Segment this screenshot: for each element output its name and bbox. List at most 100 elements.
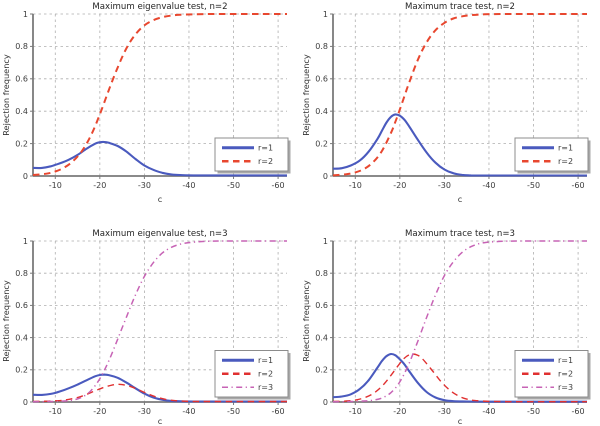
chart-canvas: -10 -20 -30 -40 -50 -6000.20.40.60.81r=1r=2r=…: [301, 229, 591, 426]
panel-trace-n3: -10 -20 -30 -40 -50 -60 0 0.2 0.4 0.6 0.8 1 r=1 r=2 r=…: [300, 213, 600, 426]
y-tick-label: 0.8: [15, 42, 28, 51]
tick-labels: -10 -20 -30 -40 -50 -60 0 0.2 0.4 0.6 0.8 1: [315, 237, 584, 416]
x-tick-label: -50: [527, 407, 540, 416]
x-tick-label: -60: [572, 407, 585, 416]
x-tick-label: -50: [227, 181, 240, 190]
y-tick-label: 0.2: [15, 366, 28, 375]
x-tick-label: -40: [182, 181, 195, 190]
x-axis-label: c: [158, 416, 163, 426]
series-line-r-1: [32, 140, 287, 177]
legend-label: r=2: [258, 370, 273, 379]
panel-eigenvalue-n2: -10 -20 -30 -40 -50 -60 0 0.2 0.4 0.6 0.8 1 r=1 r=2 M…: [0, 0, 300, 213]
legend-box: [514, 137, 589, 172]
y-tick-label: 0.6: [15, 75, 28, 84]
chart-title: Maximum trace test, n=2: [405, 2, 515, 12]
chart-title: Maximum trace test, n=3: [405, 229, 515, 239]
y-tick-label: 0: [323, 172, 328, 181]
x-axis-label: c: [458, 416, 463, 426]
y-tick-label: 0.2: [15, 139, 28, 148]
panel-trace-n2: -10 -20 -30 -40 -50 -60 0 0.2 0.4 0.6 0.8 1 r=1 r=2 M…: [300, 0, 600, 213]
y-tick-label: 0: [23, 398, 28, 407]
y-tick-label: 0.6: [315, 75, 328, 84]
legend-label: r=3: [258, 383, 273, 392]
y-tick-label: 0.8: [315, 269, 328, 278]
x-tick-label: -20: [93, 407, 106, 416]
series-line-r-2: [332, 353, 587, 403]
legend: r=1 r=2 r=3: [514, 350, 591, 400]
x-tick-label: -30: [138, 181, 151, 190]
y-tick-label: 0.2: [315, 366, 328, 375]
y-tick-label: 0.6: [15, 301, 28, 310]
legend-label: r=3: [558, 383, 573, 392]
series-line-r-3: [332, 240, 587, 403]
x-tick-label: -60: [272, 407, 285, 416]
x-tick-label: -10: [49, 181, 62, 190]
y-axis-label: Rejection frequency: [1, 54, 11, 136]
y-tick-label: 0.8: [315, 42, 328, 51]
y-axis-label: Rejection frequency: [301, 54, 311, 136]
panel-eigenvalue-n3: -10 -20 -30 -40 -50 -60 0 0.2 0.4 0.6 0.8 1 r=1 r=2 r=…: [0, 213, 300, 426]
chart-canvas: -10 -20 -30 -40 -50 -6000.20.40.60.81r=1r=2r=…: [1, 229, 291, 426]
x-tick-label: -60: [272, 181, 285, 190]
plot-layers: -10 -20 -30 -40 -50 -6000.20.40.60.81r=1r=2r=…: [15, 237, 291, 416]
y-tick-label: 0.4: [15, 107, 28, 116]
series-line-r-2: [332, 12, 587, 177]
y-tick-label: 1: [23, 10, 28, 19]
x-tick-label: -10: [349, 181, 362, 190]
x-tick-label: -40: [482, 181, 495, 190]
y-tick-label: 0.8: [15, 269, 28, 278]
legend-label: r=2: [558, 157, 573, 166]
chart-title: Maximum eigenvalue test, n=2: [92, 2, 227, 12]
x-tick-label: -50: [527, 181, 540, 190]
series-line-r-2: [32, 383, 287, 403]
legend: r=1r=2: [214, 137, 291, 174]
legend-label: r=1: [558, 356, 573, 365]
y-tick-label: 0.4: [315, 333, 328, 342]
x-tick-label: -30: [138, 407, 151, 416]
gridlines: [33, 13, 287, 176]
x-tick-label: -10: [49, 407, 62, 416]
x-tick-label: -60: [572, 181, 585, 190]
x-tick-label: -20: [393, 181, 406, 190]
y-tick-label: 1: [323, 237, 328, 246]
series-line-r-1: [332, 352, 587, 403]
y-tick-label: 0.2: [315, 139, 328, 148]
x-axis-label: c: [158, 194, 163, 204]
x-tick-label: -20: [393, 407, 406, 416]
tick-labels: -10 -20 -30 -40 -50 -60 0 0.2 0.4 0.6 0.8 1: [15, 237, 284, 416]
y-tick-label: 0: [23, 172, 28, 181]
x-axis-label: c: [458, 194, 463, 204]
y-tick-label: 0.6: [315, 301, 328, 310]
x-tick-label: -40: [482, 407, 495, 416]
y-tick-label: 1: [23, 237, 28, 246]
legend: r=1 r=2 r=3: [214, 350, 291, 400]
legend-label: r=1: [258, 144, 273, 153]
series-line-r-1: [332, 113, 587, 177]
y-axis-label: Rejection frequency: [1, 280, 11, 362]
x-tick-label: -40: [182, 407, 195, 416]
series-line-r-2: [32, 12, 287, 176]
gridlines: [333, 13, 587, 176]
x-tick-label: -30: [438, 181, 451, 190]
x-tick-label: -10: [349, 407, 362, 416]
x-tick-label: -50: [227, 407, 240, 416]
x-tick-label: -20: [93, 181, 106, 190]
chart-title: Maximum eigenvalue test, n=3: [92, 229, 227, 239]
tick-labels: -10 -20 -30 -40 -50 -60 0 0.2 0.4 0.6 0.8 1: [315, 10, 584, 190]
x-tick-label: -30: [438, 407, 451, 416]
legend: r=1r=2: [514, 137, 591, 174]
legend-label: r=2: [558, 370, 573, 379]
y-tick-label: 0.4: [15, 333, 28, 342]
series-line-r-3: [32, 240, 287, 403]
tick-labels: -10 -20 -30 -40 -50 -60 0 0.2 0.4 0.6 0.8 1: [15, 10, 284, 190]
legend-label: r=2: [258, 157, 273, 166]
y-axis-label: Rejection frequency: [301, 280, 311, 362]
legend-label: r=1: [558, 144, 573, 153]
legend-label: r=1: [258, 356, 273, 365]
y-tick-label: 1: [323, 10, 328, 19]
plot-layers: -10 -20 -30 -40 -50 -6000.20.40.60.81r=1r=2r=…: [315, 237, 591, 416]
